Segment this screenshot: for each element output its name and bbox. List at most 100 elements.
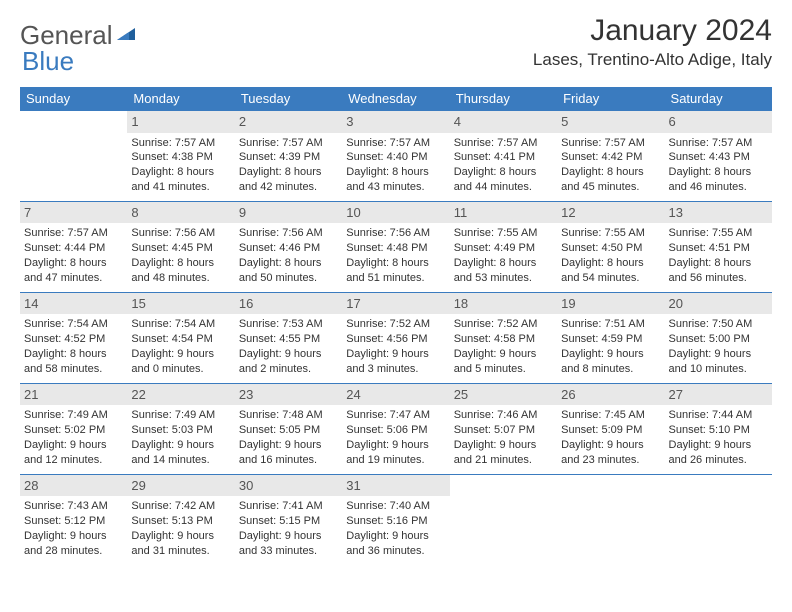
day-details: Sunrise: 7:42 AMSunset: 5:13 PMDaylight:… — [131, 499, 230, 558]
day-number: 15 — [127, 293, 234, 315]
day-details: Sunrise: 7:55 AMSunset: 4:49 PMDaylight:… — [454, 226, 553, 285]
day-header: Thursday — [450, 87, 557, 111]
day-number: 31 — [342, 475, 449, 497]
day-number: 29 — [127, 475, 234, 497]
location-text: Lases, Trentino-Alto Adige, Italy — [533, 50, 772, 70]
day-details: Sunrise: 7:57 AMSunset: 4:39 PMDaylight:… — [239, 136, 338, 195]
day-cell: 3 Sunrise: 7:57 AMSunset: 4:40 PMDaylight… — [342, 111, 449, 202]
day-details: Sunrise: 7:57 AMSunset: 4:44 PMDaylight:… — [24, 226, 123, 285]
day-details: Sunrise: 7:55 AMSunset: 4:51 PMDaylight:… — [669, 226, 768, 285]
day-cell: 14Sunrise: 7:54 AMSunset: 4:52 PMDayligh… — [20, 292, 127, 383]
day-cell: 9Sunrise: 7:56 AMSunset: 4:46 PMDaylight… — [235, 201, 342, 292]
day-cell — [665, 474, 772, 564]
day-cell: 19Sunrise: 7:51 AMSunset: 4:59 PMDayligh… — [557, 292, 664, 383]
day-number: 24 — [342, 384, 449, 406]
day-details: Sunrise: 7:49 AMSunset: 5:03 PMDaylight:… — [131, 408, 230, 467]
day-number: 12 — [557, 202, 664, 224]
day-cell: 12Sunrise: 7:55 AMSunset: 4:50 PMDayligh… — [557, 201, 664, 292]
day-details: Sunrise: 7:45 AMSunset: 5:09 PMDaylight:… — [561, 408, 660, 467]
day-cell: 29Sunrise: 7:42 AMSunset: 5:13 PMDayligh… — [127, 474, 234, 564]
day-number: 19 — [557, 293, 664, 315]
day-cell: 17Sunrise: 7:52 AMSunset: 4:56 PMDayligh… — [342, 292, 449, 383]
day-details: Sunrise: 7:57 AMSunset: 4:42 PMDaylight:… — [561, 136, 660, 195]
day-header: Sunday — [20, 87, 127, 111]
day-cell: 24Sunrise: 7:47 AMSunset: 5:06 PMDayligh… — [342, 383, 449, 474]
day-number: 4 — [450, 111, 557, 133]
day-details: Sunrise: 7:49 AMSunset: 5:02 PMDaylight:… — [24, 408, 123, 467]
day-cell: 1 Sunrise: 7:57 AMSunset: 4:38 PMDaylight… — [127, 111, 234, 202]
day-details: Sunrise: 7:46 AMSunset: 5:07 PMDaylight:… — [454, 408, 553, 467]
table-row: 1 Sunrise: 7:57 AMSunset: 4:38 PMDaylight… — [20, 111, 772, 202]
table-row: 28Sunrise: 7:43 AMSunset: 5:12 PMDayligh… — [20, 474, 772, 564]
day-header: Saturday — [665, 87, 772, 111]
day-cell — [557, 474, 664, 564]
day-details: Sunrise: 7:51 AMSunset: 4:59 PMDaylight:… — [561, 317, 660, 376]
logo-flag-icon — [117, 20, 139, 51]
day-header: Friday — [557, 87, 664, 111]
day-number: 3 — [342, 111, 449, 133]
day-details: Sunrise: 7:57 AMSunset: 4:43 PMDaylight:… — [669, 136, 768, 195]
day-number: 7 — [20, 202, 127, 224]
day-number: 16 — [235, 293, 342, 315]
day-cell: 18Sunrise: 7:52 AMSunset: 4:58 PMDayligh… — [450, 292, 557, 383]
day-number: 17 — [342, 293, 449, 315]
day-number: 22 — [127, 384, 234, 406]
day-cell: 15Sunrise: 7:54 AMSunset: 4:54 PMDayligh… — [127, 292, 234, 383]
day-details: Sunrise: 7:57 AMSunset: 4:40 PMDaylight:… — [346, 136, 445, 195]
day-header: Wednesday — [342, 87, 449, 111]
day-header: Monday — [127, 87, 234, 111]
day-cell: 21Sunrise: 7:49 AMSunset: 5:02 PMDayligh… — [20, 383, 127, 474]
day-details: Sunrise: 7:54 AMSunset: 4:54 PMDaylight:… — [131, 317, 230, 376]
logo-text-2: Blue — [22, 46, 74, 77]
day-details: Sunrise: 7:57 AMSunset: 4:38 PMDaylight:… — [131, 136, 230, 195]
day-details: Sunrise: 7:47 AMSunset: 5:06 PMDaylight:… — [346, 408, 445, 467]
day-number: 2 — [235, 111, 342, 133]
day-cell: 20Sunrise: 7:50 AMSunset: 5:00 PMDayligh… — [665, 292, 772, 383]
day-details: Sunrise: 7:57 AMSunset: 4:41 PMDaylight:… — [454, 136, 553, 195]
day-number: 25 — [450, 384, 557, 406]
day-details: Sunrise: 7:56 AMSunset: 4:46 PMDaylight:… — [239, 226, 338, 285]
day-details: Sunrise: 7:53 AMSunset: 4:55 PMDaylight:… — [239, 317, 338, 376]
day-details: Sunrise: 7:56 AMSunset: 4:45 PMDaylight:… — [131, 226, 230, 285]
day-cell — [450, 474, 557, 564]
day-cell — [20, 111, 127, 202]
page-title: January 2024 — [533, 14, 772, 48]
day-cell: 28Sunrise: 7:43 AMSunset: 5:12 PMDayligh… — [20, 474, 127, 564]
table-row: 21Sunrise: 7:49 AMSunset: 5:02 PMDayligh… — [20, 383, 772, 474]
day-details: Sunrise: 7:50 AMSunset: 5:00 PMDaylight:… — [669, 317, 768, 376]
day-details: Sunrise: 7:54 AMSunset: 4:52 PMDaylight:… — [24, 317, 123, 376]
day-cell: 4 Sunrise: 7:57 AMSunset: 4:41 PMDaylight… — [450, 111, 557, 202]
table-row: 14Sunrise: 7:54 AMSunset: 4:52 PMDayligh… — [20, 292, 772, 383]
table-row: 7Sunrise: 7:57 AMSunset: 4:44 PMDaylight… — [20, 201, 772, 292]
day-details: Sunrise: 7:55 AMSunset: 4:50 PMDaylight:… — [561, 226, 660, 285]
day-number: 21 — [20, 384, 127, 406]
day-number: 8 — [127, 202, 234, 224]
day-cell: 6Sunrise: 7:57 AMSunset: 4:43 PMDaylight… — [665, 111, 772, 202]
day-number: 26 — [557, 384, 664, 406]
day-number: 14 — [20, 293, 127, 315]
header-row: SundayMondayTuesdayWednesdayThursdayFrid… — [20, 87, 772, 111]
day-cell: 8Sunrise: 7:56 AMSunset: 4:45 PMDaylight… — [127, 201, 234, 292]
day-cell: 27Sunrise: 7:44 AMSunset: 5:10 PMDayligh… — [665, 383, 772, 474]
day-number: 1 — [127, 111, 234, 133]
day-number: 11 — [450, 202, 557, 224]
day-cell: 26Sunrise: 7:45 AMSunset: 5:09 PMDayligh… — [557, 383, 664, 474]
day-details: Sunrise: 7:43 AMSunset: 5:12 PMDaylight:… — [24, 499, 123, 558]
day-cell: 25Sunrise: 7:46 AMSunset: 5:07 PMDayligh… — [450, 383, 557, 474]
day-cell: 23Sunrise: 7:48 AMSunset: 5:05 PMDayligh… — [235, 383, 342, 474]
day-cell: 31Sunrise: 7:40 AMSunset: 5:16 PMDayligh… — [342, 474, 449, 564]
day-number: 9 — [235, 202, 342, 224]
title-block: January 2024 Lases, Trentino-Alto Adige,… — [533, 14, 772, 70]
day-number: 23 — [235, 384, 342, 406]
day-details: Sunrise: 7:52 AMSunset: 4:58 PMDaylight:… — [454, 317, 553, 376]
day-cell: 7Sunrise: 7:57 AMSunset: 4:44 PMDaylight… — [20, 201, 127, 292]
day-details: Sunrise: 7:48 AMSunset: 5:05 PMDaylight:… — [239, 408, 338, 467]
day-details: Sunrise: 7:40 AMSunset: 5:16 PMDaylight:… — [346, 499, 445, 558]
day-number: 28 — [20, 475, 127, 497]
day-cell: 30Sunrise: 7:41 AMSunset: 5:15 PMDayligh… — [235, 474, 342, 564]
day-number: 30 — [235, 475, 342, 497]
day-number: 18 — [450, 293, 557, 315]
day-number: 5 — [557, 111, 664, 133]
day-cell: 13Sunrise: 7:55 AMSunset: 4:51 PMDayligh… — [665, 201, 772, 292]
day-cell: 5 Sunrise: 7:57 AMSunset: 4:42 PMDaylight… — [557, 111, 664, 202]
